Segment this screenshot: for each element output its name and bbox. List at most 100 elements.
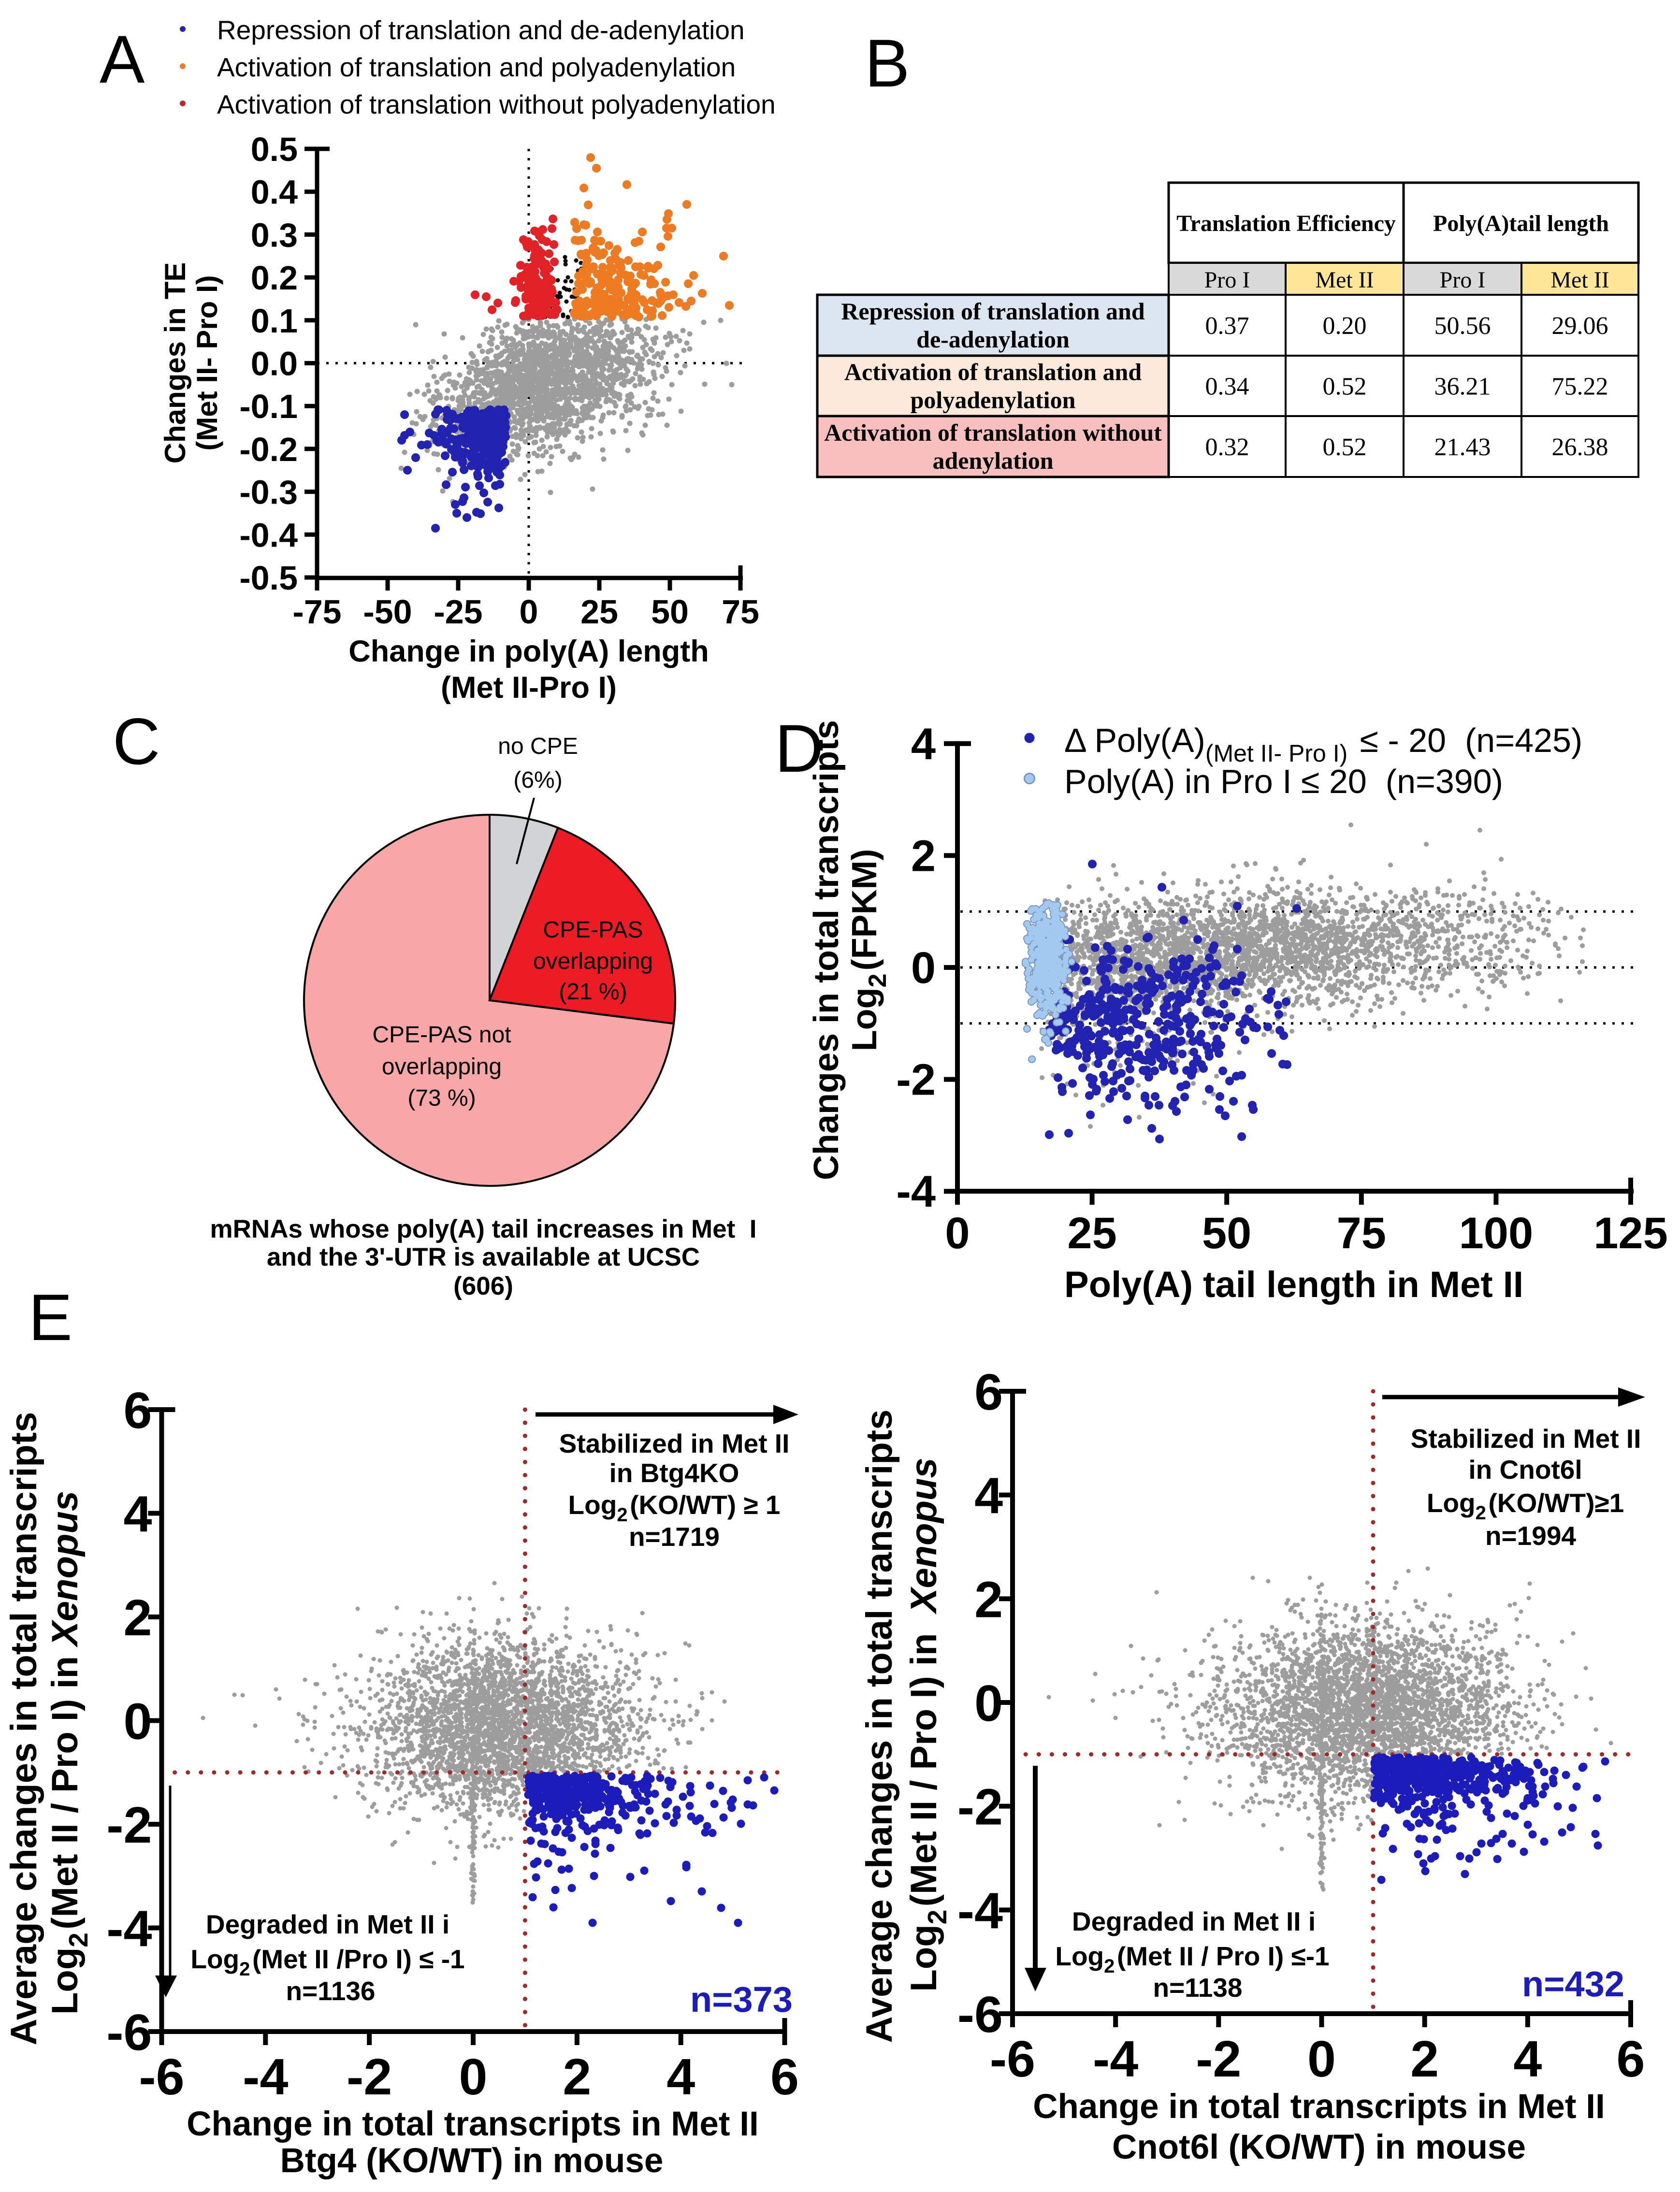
svg-text:Activation of translation and: Activation of translation and polyadenyl… (217, 52, 736, 82)
svg-text:2: 2 (563, 2048, 591, 2105)
svg-text:Pro I: Pro I (1204, 267, 1250, 293)
svg-text:-2: -2 (106, 1797, 152, 1854)
svg-text:0: 0 (459, 2048, 488, 2105)
svg-text:-4: -4 (106, 1901, 152, 1958)
svg-text:-4: -4 (957, 1882, 1003, 1939)
svg-text:(606): (606) (453, 1272, 513, 1300)
svg-text:n=1138: n=1138 (1153, 1973, 1242, 2003)
svg-text:Pro I: Pro I (1440, 267, 1486, 293)
svg-text:in Cnot6l: in Cnot6l (1468, 1455, 1582, 1485)
svg-text:6: 6 (770, 2048, 799, 2105)
svg-text:0.52: 0.52 (1323, 433, 1367, 461)
svg-text:50: 50 (651, 593, 689, 631)
svg-text:2: 2 (911, 831, 936, 880)
svg-text:-0.4: -0.4 (239, 516, 298, 554)
svg-text:Stabilized in Met II: Stabilized in Met II (559, 1428, 790, 1458)
svg-text:A: A (100, 21, 145, 97)
svg-text:50.56: 50.56 (1434, 312, 1491, 340)
svg-text:0: 0 (124, 1693, 152, 1750)
svg-text:-75: -75 (292, 593, 341, 631)
svg-text:75.22: 75.22 (1552, 373, 1608, 401)
svg-text:de-adenylation: de-adenylation (916, 326, 1070, 353)
svg-text:E: E (29, 1281, 72, 1354)
svg-text:4: 4 (1513, 2031, 1542, 2088)
svg-text:Poly(A) in Pro I ≤ 20 (n=390): Poly(A) in Pro I ≤ 20 (n=390) (1064, 763, 1503, 800)
svg-text:2: 2 (974, 1571, 1003, 1628)
svg-text:-2: -2 (896, 1055, 936, 1105)
svg-text:-4: -4 (1093, 2031, 1138, 2088)
svg-text:-6: -6 (990, 2031, 1035, 2088)
svg-text:CPE-PAS: CPE-PAS (543, 917, 643, 943)
svg-text:and the 3'-UTR is available at: and the 3'-UTR is available at UCSC (267, 1243, 700, 1271)
svg-text:adenylation: adenylation (932, 447, 1053, 474)
svg-text:Activation of translation with: Activation of translation without (824, 419, 1162, 446)
svg-text:Log2 (KO/WT)≥1: Log2 (KO/WT)≥1 (1427, 1488, 1624, 1524)
svg-text:no CPE: no CPE (498, 734, 578, 759)
svg-text:0: 0 (911, 943, 936, 993)
svg-text:Log2 (Met II / Pro I) in Xenop: Log2 (Met II / Pro I) in Xenopus (44, 1491, 93, 2015)
svg-text:Change in poly(A) length: Change in poly(A) length (348, 635, 709, 668)
svg-text:Log2 (Met II /Pro I) ≤ -1: Log2 (Met II /Pro I) ≤ -1 (190, 1944, 464, 1980)
svg-text:-2: -2 (1196, 2031, 1241, 2088)
svg-text:0.37: 0.37 (1205, 312, 1249, 340)
svg-text:Change in total transcripts in: Change in total transcripts in Met II (187, 2105, 758, 2143)
svg-text:26.38: 26.38 (1552, 433, 1608, 461)
svg-text:0.20: 0.20 (1323, 312, 1367, 340)
svg-text:Translation Efficiency: Translation Efficiency (1176, 211, 1396, 236)
svg-text:overlapping: overlapping (533, 949, 653, 974)
svg-text:Degraded in Met II i: Degraded in Met II i (1072, 1906, 1316, 1936)
svg-text:Average changes in total trans: Average changes in total transcripts (859, 1410, 900, 2043)
svg-text:-25: -25 (434, 593, 482, 631)
svg-text:Met II: Met II (1315, 267, 1374, 293)
svg-text:polyadenylation: polyadenylation (911, 387, 1076, 414)
svg-text:-6: -6 (139, 2048, 184, 2105)
svg-text:CPE-PAS not: CPE-PAS not (372, 1022, 511, 1048)
svg-text:Degraded in Met II i: Degraded in Met II i (206, 1909, 449, 1939)
svg-text:D: D (775, 710, 824, 786)
svg-text:-6: -6 (106, 2004, 152, 2061)
svg-text:Changes in total transcripts: Changes in total transcripts (807, 720, 846, 1180)
svg-text:75: 75 (1337, 1209, 1386, 1258)
svg-text:Activation of translation with: Activation of translation without polyad… (217, 89, 776, 119)
svg-text:4: 4 (974, 1468, 1003, 1525)
svg-text:Met II: Met II (1550, 267, 1609, 293)
svg-text:75: 75 (722, 593, 759, 631)
svg-text:0.1: 0.1 (251, 302, 298, 340)
svg-text:Average changes in total trans: Average changes in total transcripts (3, 1412, 44, 2046)
svg-text:25: 25 (1067, 1209, 1116, 1258)
svg-text:25: 25 (580, 593, 618, 631)
svg-text:0.4: 0.4 (251, 173, 298, 211)
svg-text:(73 %): (73 %) (407, 1085, 476, 1111)
svg-text:Activation of translation and: Activation of translation and (844, 359, 1142, 386)
svg-text:0.52: 0.52 (1323, 373, 1367, 401)
svg-text:0: 0 (974, 1675, 1003, 1732)
svg-text:(Met II-Pro I): (Met II-Pro I) (441, 671, 617, 705)
svg-text:Btg4 (KO/WT) in mouse: Btg4 (KO/WT) in mouse (280, 2142, 664, 2180)
svg-text:Log2 (Met II / Pro I) in Xeno: Log2 (Met II / Pro I) in Xenopus (903, 1457, 952, 1991)
svg-text:Log2 (KO/WT) ≥ 1: Log2 (KO/WT) ≥ 1 (568, 1490, 781, 1526)
svg-text:Changes in TE: Changes in TE (159, 262, 191, 464)
svg-text:0: 0 (1307, 2031, 1336, 2088)
svg-text:(21 %): (21 %) (559, 979, 627, 1005)
svg-text:-50: -50 (363, 593, 412, 631)
svg-text:n=1136: n=1136 (286, 1976, 375, 2006)
svg-text:6: 6 (124, 1382, 152, 1439)
svg-text:mRNAs whose poly(A) tail incre: mRNAs whose poly(A) tail increases in Me… (210, 1215, 757, 1243)
svg-text:2: 2 (1410, 2031, 1439, 2088)
svg-text:B: B (865, 25, 910, 101)
svg-text:-6: -6 (957, 1986, 1003, 2043)
svg-text:100: 100 (1459, 1209, 1534, 1258)
svg-text:(6%): (6%) (513, 767, 562, 793)
svg-text:Repression of translation and: Repression of translation and de-adenyla… (217, 15, 745, 45)
svg-text:-0.1: -0.1 (239, 388, 298, 425)
svg-text:4: 4 (911, 720, 936, 769)
svg-text:0.0: 0.0 (251, 345, 298, 383)
svg-text:Poly(A)tail length: Poly(A)tail length (1433, 211, 1609, 236)
svg-text:-2: -2 (347, 2048, 392, 2105)
svg-text:4: 4 (666, 2048, 695, 2105)
svg-text:Change in total transcripts in: Change in total transcripts in Met II (1033, 2088, 1605, 2126)
svg-text:n=1719: n=1719 (629, 1522, 720, 1552)
svg-text:6: 6 (974, 1364, 1003, 1421)
svg-text:29.06: 29.06 (1552, 312, 1608, 340)
svg-text:125: 125 (1593, 1209, 1668, 1258)
